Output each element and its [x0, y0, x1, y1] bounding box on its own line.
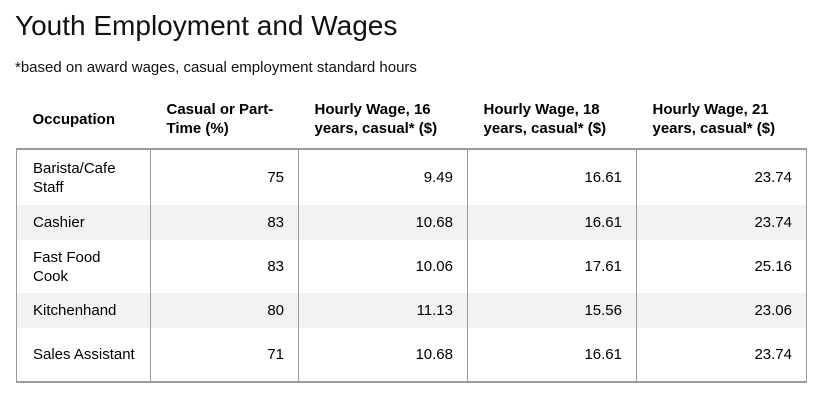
wages-table-container: Occupation Casual or Part-Time (%) Hourl… — [16, 90, 807, 383]
table-body: Barista/Cafe Staff 75 9.49 16.61 23.74 C… — [16, 149, 807, 382]
cell-occupation: Barista/Cafe Staff — [16, 149, 151, 205]
table-row: Sales Assistant 71 10.68 16.61 23.74 — [16, 328, 807, 382]
cell-occupation: Fast Food Cook — [16, 240, 151, 293]
cell-wage-16: 9.49 — [298, 149, 468, 205]
cell-wage-18: 15.56 — [467, 293, 637, 328]
page-subtitle: *based on award wages, casual employment… — [15, 59, 417, 76]
cell-wage-18: 16.61 — [467, 205, 637, 240]
table-row: Barista/Cafe Staff 75 9.49 16.61 23.74 — [16, 149, 807, 205]
column-header-occupation: Occupation — [32, 110, 116, 128]
table-header-row: Occupation Casual or Part-Time (%) Hourl… — [16, 90, 807, 149]
table-row: Kitchenhand 80 11.13 15.56 23.06 — [16, 293, 807, 328]
page-title: Youth Employment and Wages — [15, 10, 398, 41]
column-header-casual-percent: Casual or Part-Time (%) — [166, 101, 274, 137]
cell-wage-21: 25.16 — [754, 258, 792, 275]
cell-wage-16: 11.13 — [298, 293, 468, 328]
cell-wage-16: 10.06 — [298, 240, 468, 293]
cell-wage-18: 16.61 — [467, 328, 637, 382]
cell-wage-21: 23.74 — [754, 169, 792, 186]
cell-wage-18: 17.61 — [467, 240, 637, 293]
cell-wage-18: 16.61 — [467, 149, 637, 205]
cell-wage-21: 23.74 — [754, 346, 792, 363]
column-header-wage-16: Hourly Wage, 16 years, casual* ($) — [314, 101, 438, 137]
column-header-wage-21: Hourly Wage, 21 years, casual* ($) — [652, 101, 776, 137]
cell-casual-percent: 83 — [150, 240, 299, 293]
cell-wage-21: 23.06 — [636, 293, 807, 328]
column-header-wage-18: Hourly Wage, 18 years, casual* ($) — [483, 101, 607, 137]
wages-table: Occupation Casual or Part-Time (%) Hourl… — [16, 90, 807, 383]
table-header: Occupation Casual or Part-Time (%) Hourl… — [16, 90, 807, 149]
cell-wage-16: 10.68 — [298, 205, 468, 240]
cell-wage-16: 10.68 — [298, 328, 468, 382]
cell-wage-21: 23.74 — [636, 205, 807, 240]
table-row: Cashier 83 10.68 16.61 23.74 — [16, 205, 807, 240]
cell-occupation: Cashier — [16, 205, 151, 240]
cell-occupation: Kitchenhand — [16, 293, 151, 328]
cell-casual-percent: 80 — [150, 293, 299, 328]
table-row: Fast Food Cook 83 10.06 17.61 25.16 — [16, 240, 807, 293]
cell-casual-percent: 75 — [150, 149, 299, 205]
cell-casual-percent: 71 — [150, 328, 299, 382]
cell-casual-percent: 83 — [150, 205, 299, 240]
cell-occupation: Sales Assistant — [16, 328, 151, 382]
